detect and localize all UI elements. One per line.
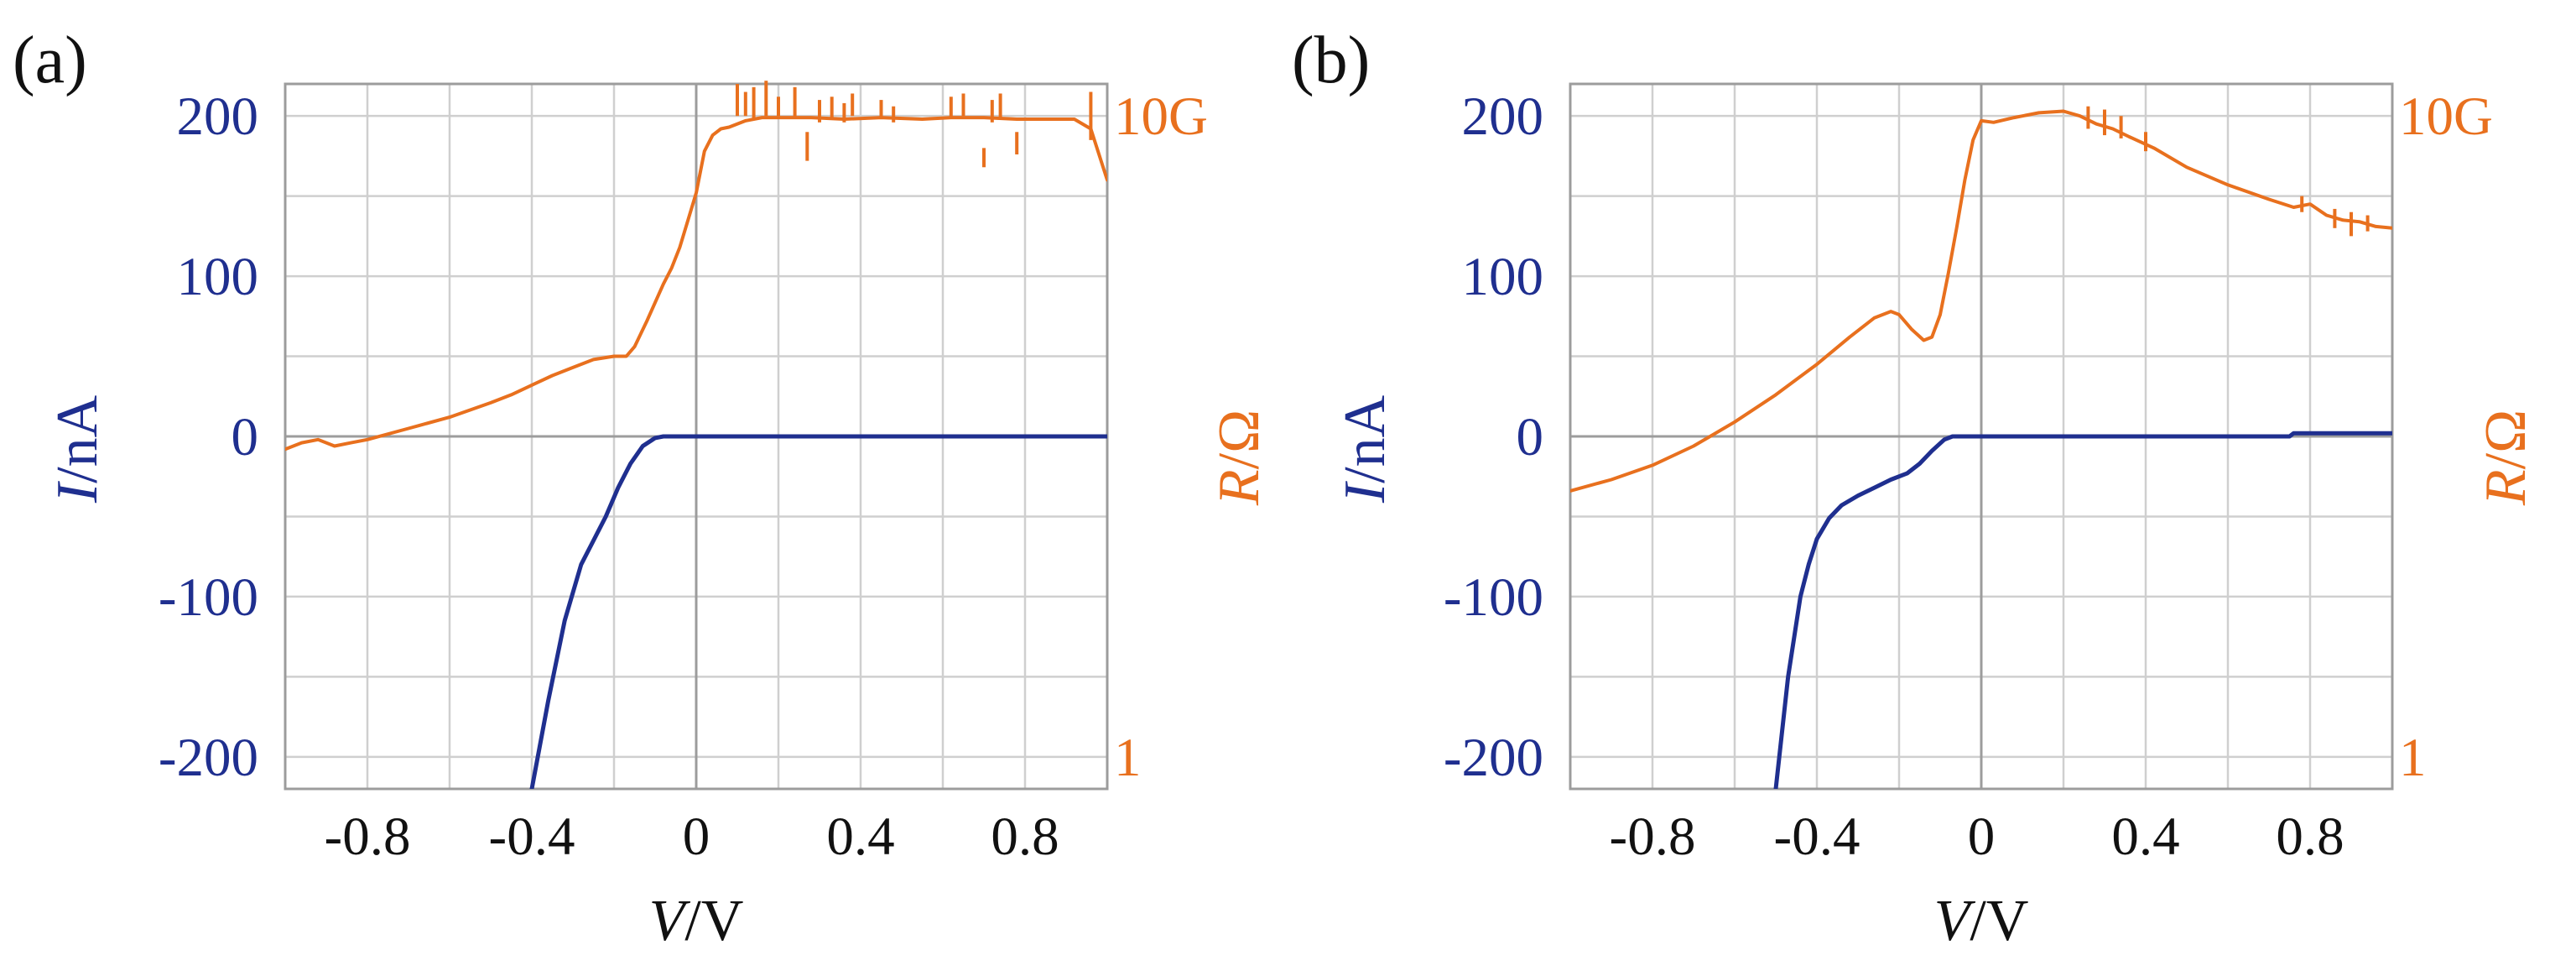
y-axis-title-left: I/nA — [1333, 394, 1397, 504]
y-tick-label-right-bottom: 1 — [2399, 728, 2427, 788]
y-axis-title-right: R/Ω — [1207, 410, 1272, 506]
y-tick-label-left: 200 — [1462, 86, 1544, 147]
y-tick-label-left: 100 — [1462, 247, 1544, 307]
x-axis-title: V/V — [649, 889, 744, 953]
current-series-line — [529, 434, 1107, 789]
y-tick-label-left: -100 — [159, 567, 258, 628]
x-tick-label: -0.8 — [325, 807, 411, 867]
x-tick-label: 0.4 — [2111, 807, 2179, 867]
x-tick-label: -0.4 — [489, 807, 575, 867]
y-tick-label-left: -200 — [159, 728, 258, 788]
y-tick-label-left: 100 — [177, 247, 259, 307]
x-tick-label: -0.8 — [1610, 807, 1696, 867]
y-tick-label-right-top: 10G — [2399, 86, 2493, 147]
x-tick-label: -0.4 — [1774, 807, 1860, 867]
y-tick-label-right-bottom: 1 — [1114, 728, 1142, 788]
x-axis-title: V/V — [1934, 889, 2029, 953]
current-series-line — [1773, 431, 2392, 789]
y-tick-label-left: 0 — [232, 407, 259, 467]
plot-frame — [1569, 82, 2394, 791]
chart-panel-a: (a) -0.8 -0.4 0 0.4 0.8 200 100 0 -100 -200 10G 1 V/V… — [13, 23, 1272, 953]
panel-label: (b) — [1292, 23, 1370, 97]
x-tick-label: 0 — [683, 807, 710, 867]
y-tick-label-left: 200 — [177, 86, 259, 147]
series-group — [1570, 106, 2392, 789]
chart-panel-b: (b) -0.8 -0.4 0 0.4 0.8 200 100 0 -100 -200 10G 1 V/V… — [1292, 23, 2538, 953]
y-tick-label-left: -100 — [1444, 567, 1543, 628]
series-group — [285, 81, 1107, 789]
panel-label: (a) — [13, 23, 87, 97]
y-axis-title-right: R/Ω — [2474, 410, 2538, 506]
x-tick-label: 0 — [1968, 807, 1996, 867]
x-tick-label: 0.4 — [826, 807, 894, 867]
resistance-series-line — [285, 116, 1107, 452]
y-tick-label-right-top: 10G — [1114, 86, 1208, 147]
x-tick-label: 0.8 — [2276, 807, 2344, 867]
y-tick-label-left: -200 — [1444, 728, 1543, 788]
resistance-series-line — [1570, 109, 2392, 493]
x-tick-label: 0.8 — [991, 807, 1059, 867]
y-axis-title-left: I/nA — [45, 394, 110, 504]
y-tick-label-left: 0 — [1517, 407, 1544, 467]
